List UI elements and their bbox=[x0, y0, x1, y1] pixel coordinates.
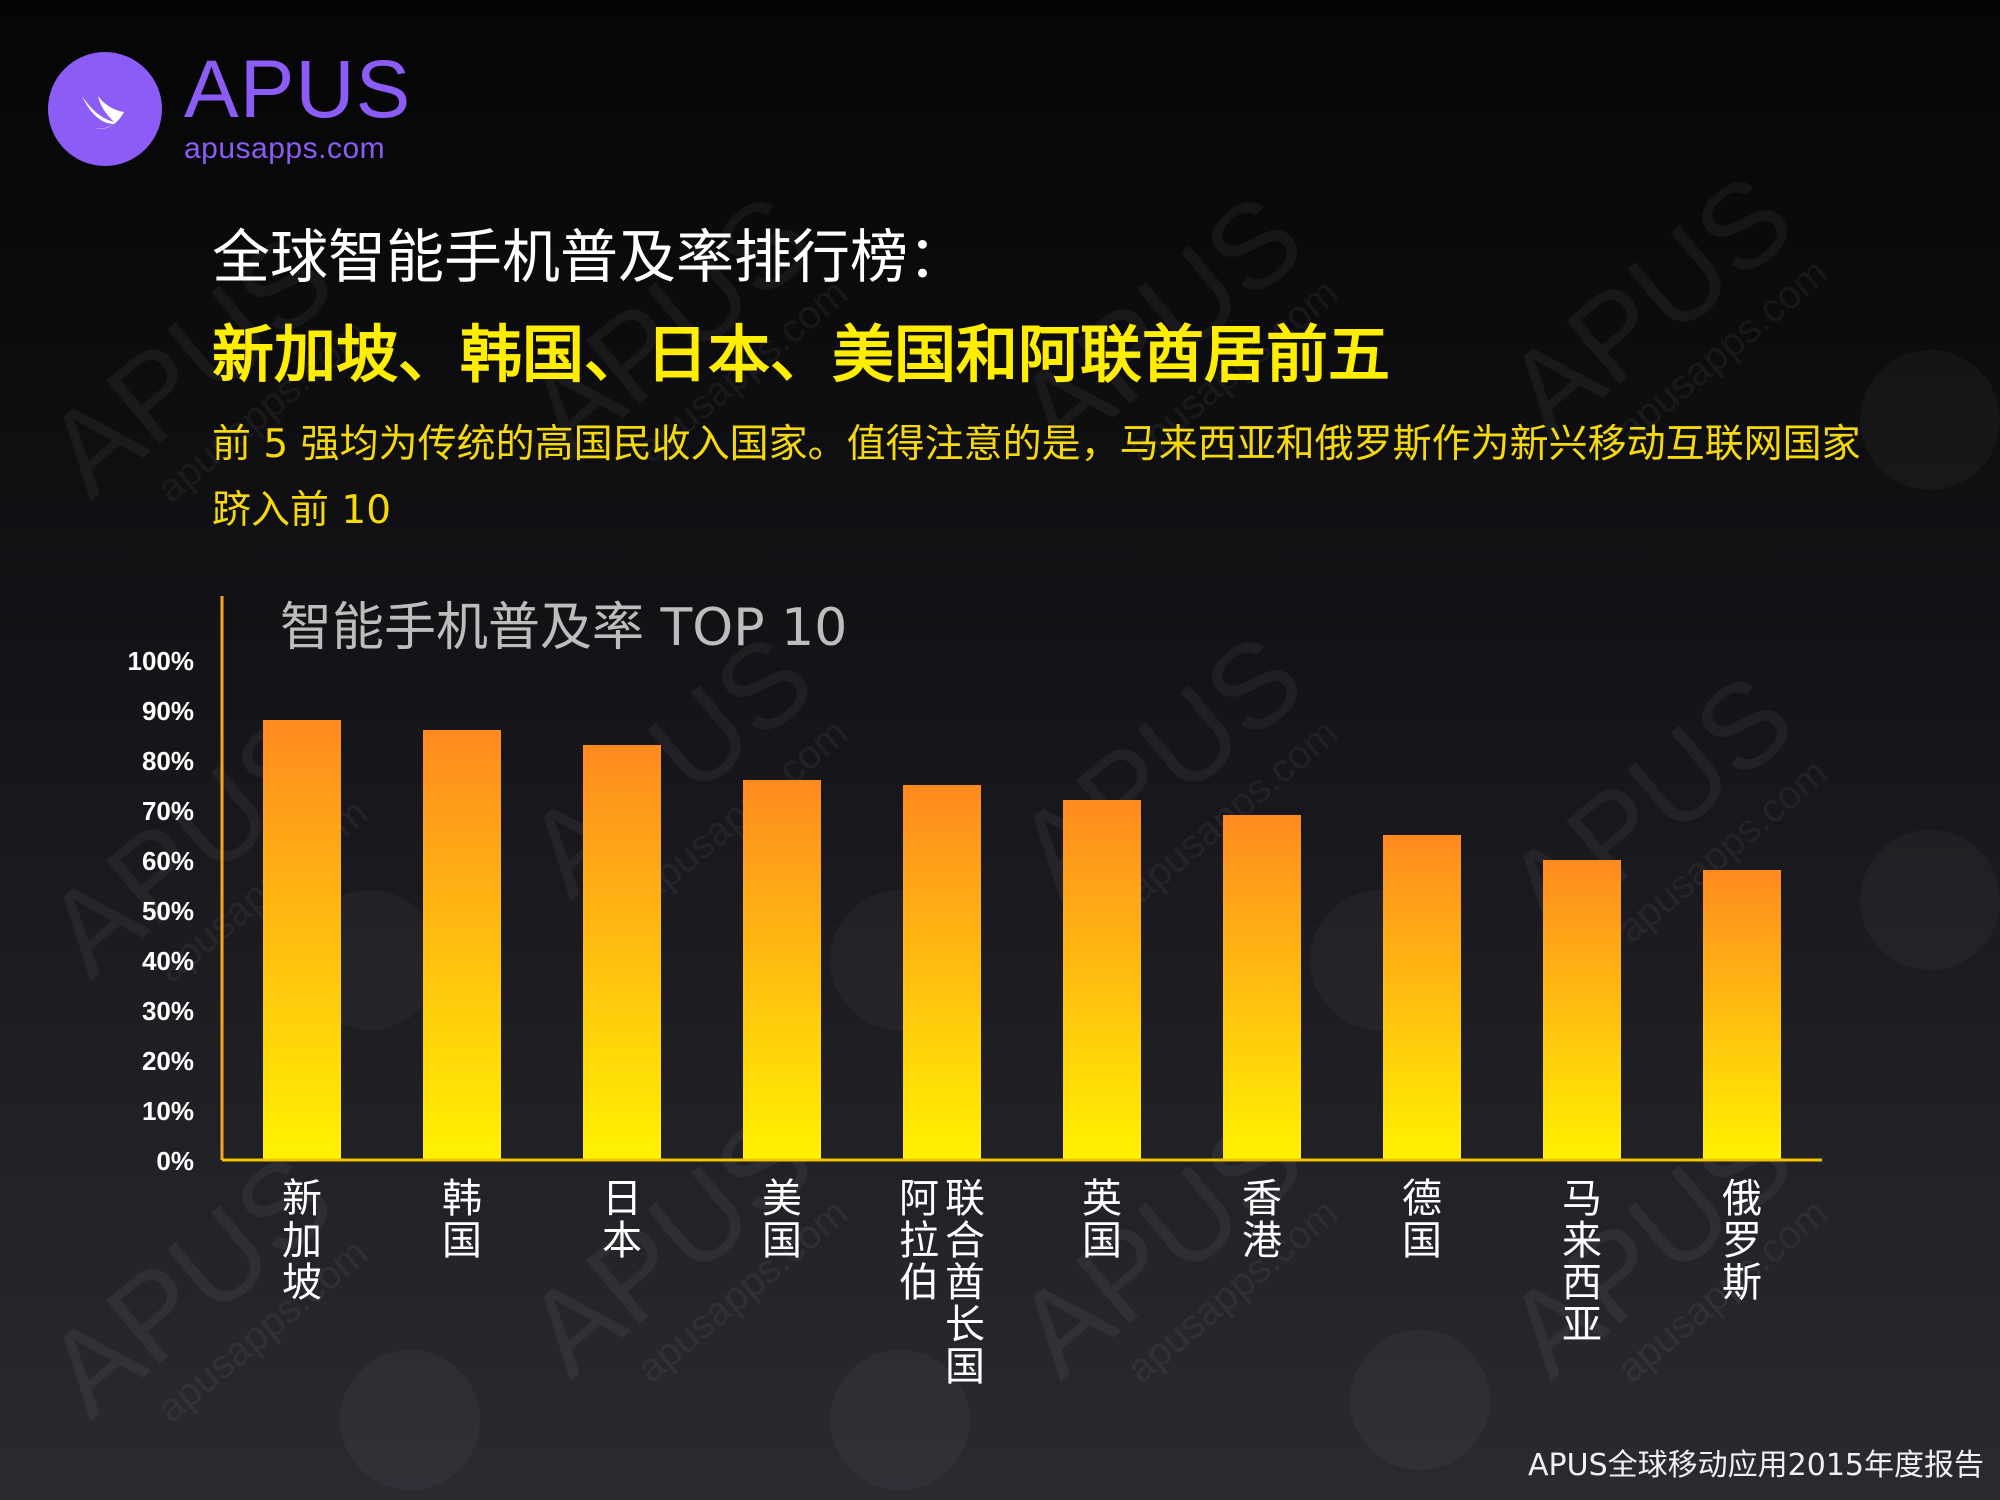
bars bbox=[263, 720, 1781, 1160]
x-tick-label: 新加坡 bbox=[282, 1176, 322, 1306]
bar-7 bbox=[1223, 815, 1301, 1160]
x-tick-label: 德国 bbox=[1402, 1176, 1442, 1264]
bar-5 bbox=[903, 785, 981, 1160]
x-tick-label: 英国 bbox=[1082, 1176, 1122, 1264]
brand-domain: apusapps.com bbox=[184, 132, 386, 165]
x-tick-label: 俄罗斯 bbox=[1722, 1176, 1762, 1306]
apus-bird-icon bbox=[48, 52, 162, 166]
y-axis-ticks: 0% 10% 20% 30% 40% 50% 60% 70% 80% 90% 100% bbox=[128, 646, 195, 1176]
brand-logo: APUS apusapps.com bbox=[48, 44, 412, 166]
y-tick-label: 60% bbox=[142, 846, 194, 876]
report-footer: APUS全球移动应用2015年度报告 bbox=[1528, 1448, 1984, 1483]
y-tick-label: 80% bbox=[142, 746, 194, 776]
chart-title: 智能手机普及率 TOP 10 bbox=[280, 598, 848, 658]
x-tick-label: 韩国 bbox=[442, 1176, 482, 1264]
x-tick-label: 美国 bbox=[762, 1176, 802, 1264]
y-tick-label: 30% bbox=[142, 996, 194, 1026]
y-tick-label: 90% bbox=[142, 696, 194, 726]
y-tick-label: 10% bbox=[142, 1096, 194, 1126]
x-tick-label: 香港 bbox=[1242, 1176, 1282, 1264]
bar-2 bbox=[423, 730, 501, 1160]
heading-line-2: 新加坡、韩国、日本、美国和阿联酋居前五 bbox=[212, 318, 1391, 391]
y-tick-label: 50% bbox=[142, 896, 194, 926]
x-tick-label: 马来西亚 bbox=[1562, 1176, 1602, 1348]
x-tick-label: 阿拉伯 bbox=[899, 1176, 939, 1306]
x-tick-label: 联合酋长国 bbox=[945, 1176, 985, 1390]
bar-1 bbox=[263, 720, 341, 1160]
y-tick-label: 100% bbox=[128, 646, 195, 676]
x-tick-label: 日本 bbox=[602, 1176, 642, 1264]
y-tick-label: 0% bbox=[156, 1146, 194, 1176]
y-tick-label: 40% bbox=[142, 946, 194, 976]
bar-9 bbox=[1543, 860, 1621, 1160]
bar-3 bbox=[583, 745, 661, 1160]
bar-4 bbox=[743, 780, 821, 1160]
bar-10 bbox=[1703, 870, 1781, 1160]
heading-line-1: 全球智能手机普及率排行榜： bbox=[212, 223, 967, 291]
y-tick-label: 20% bbox=[142, 1046, 194, 1076]
brand-name: APUS bbox=[184, 44, 412, 135]
bar-6 bbox=[1063, 800, 1141, 1160]
y-tick-label: 70% bbox=[142, 796, 194, 826]
heading-description: 前 5 强均为传统的高国民收入国家。值得注意的是，马来西亚和俄罗斯作为新兴移动互… bbox=[212, 422, 1861, 533]
bar-8 bbox=[1383, 835, 1461, 1160]
